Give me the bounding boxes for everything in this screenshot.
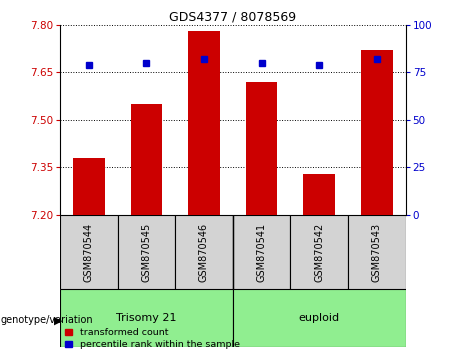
Text: GSM870542: GSM870542 xyxy=(314,222,324,281)
Bar xyxy=(118,215,175,289)
Text: GSM870541: GSM870541 xyxy=(257,222,266,281)
Bar xyxy=(233,289,406,347)
Bar xyxy=(361,50,393,215)
Bar xyxy=(73,158,105,215)
Bar xyxy=(303,173,335,215)
Text: Trisomy 21: Trisomy 21 xyxy=(116,313,177,323)
Text: GSM870544: GSM870544 xyxy=(84,222,94,281)
Bar xyxy=(130,104,162,215)
Legend: transformed count, percentile rank within the sample: transformed count, percentile rank withi… xyxy=(65,329,240,349)
Bar xyxy=(290,215,348,289)
Bar xyxy=(60,289,233,347)
Bar xyxy=(246,82,278,215)
Text: genotype/variation: genotype/variation xyxy=(1,315,94,325)
Text: GSM870543: GSM870543 xyxy=(372,222,382,281)
Text: euploid: euploid xyxy=(299,313,340,323)
Text: GSM870546: GSM870546 xyxy=(199,222,209,281)
Bar xyxy=(175,215,233,289)
Bar xyxy=(60,215,118,289)
Text: ▶: ▶ xyxy=(54,315,63,325)
Bar xyxy=(233,215,290,289)
Bar xyxy=(348,215,406,289)
Bar xyxy=(188,31,220,215)
Title: GDS4377 / 8078569: GDS4377 / 8078569 xyxy=(169,11,296,24)
Text: GSM870545: GSM870545 xyxy=(142,222,151,281)
